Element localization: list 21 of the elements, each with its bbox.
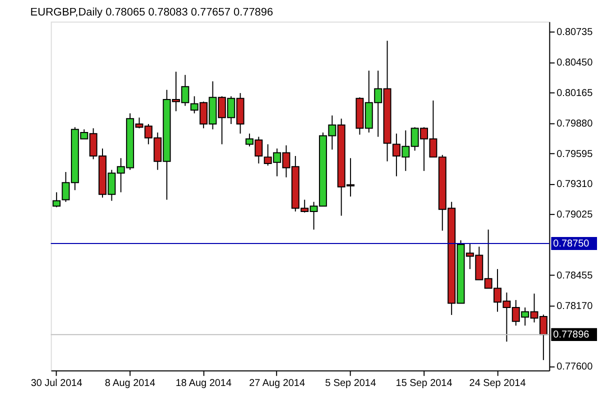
y-tick-label: 0.80450 xyxy=(556,58,594,69)
x-tick-label: 24 Sep 2014 xyxy=(469,378,526,389)
x-tick-label: 18 Aug 2014 xyxy=(176,378,232,389)
x-tick-label: 5 Sep 2014 xyxy=(325,378,376,389)
x-tick-label: 30 Jul 2014 xyxy=(30,378,83,389)
y-tick-label: 0.79310 xyxy=(556,179,594,190)
y-tick-label: 0.79880 xyxy=(556,118,594,130)
x-tick-label: 27 Aug 2014 xyxy=(249,378,306,389)
x-tick-label: 15 Sep 2014 xyxy=(396,378,453,389)
y-tick-label: 0.79025 xyxy=(556,210,594,221)
x-tick-label: 8 Aug 2014 xyxy=(104,378,156,389)
ref-line-label: 0.78750 xyxy=(553,238,590,250)
ref-line-label: 0.77896 xyxy=(553,330,590,341)
candlestick xyxy=(52,192,61,208)
y-tick-label: 0.78455 xyxy=(556,270,594,282)
y-tick-label: 0.78170 xyxy=(556,300,594,312)
y-tick-label: 0.80165 xyxy=(556,88,594,100)
y-tick-label: 0.77600 xyxy=(556,362,594,373)
y-tick-label: 0.79595 xyxy=(556,148,594,160)
y-tick-label: 0.80735 xyxy=(556,27,594,38)
chart-title: EURGBP,Daily 0.78065 0.78083 0.77657 0.77896 xyxy=(30,6,274,19)
